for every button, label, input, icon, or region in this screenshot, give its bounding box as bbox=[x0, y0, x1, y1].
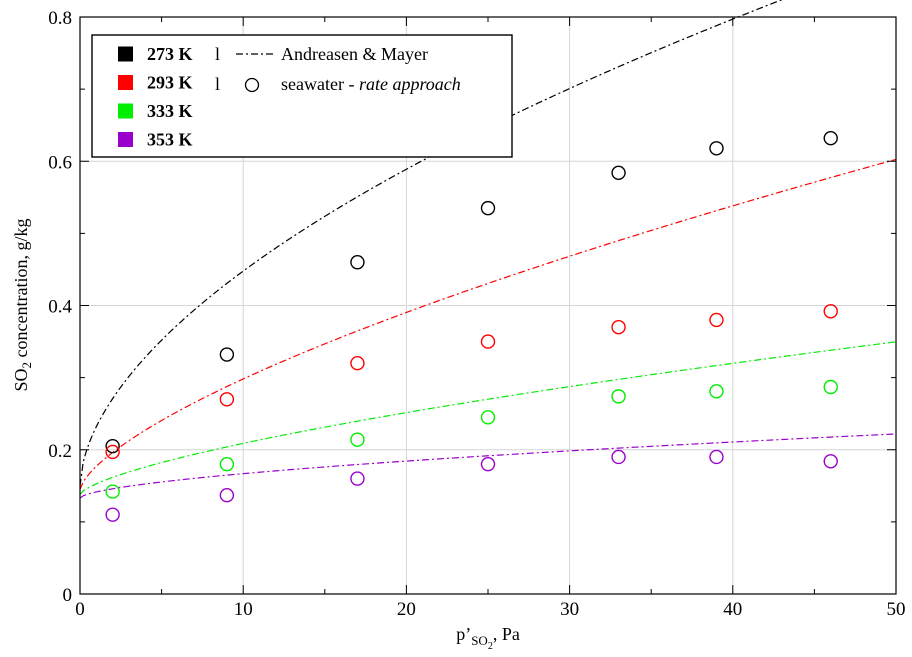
model-curve-353k bbox=[79, 433, 897, 499]
data-point-273k bbox=[709, 141, 724, 156]
data-point-353k bbox=[611, 449, 626, 465]
tick-labels: 0 10 20 30 40 50 0 0.2 0.4 0.6 0.8 bbox=[48, 8, 905, 620]
x-tick-label: 20 bbox=[397, 599, 416, 620]
data-point-273k bbox=[219, 347, 235, 362]
x-axis-title-sub: SO bbox=[471, 633, 488, 648]
x-tick-label: 40 bbox=[723, 599, 742, 620]
data-points bbox=[105, 130, 838, 522]
x-tick-label: 50 bbox=[887, 599, 906, 620]
y-tick-label: 0.8 bbox=[48, 8, 72, 29]
data-point-273k bbox=[611, 165, 626, 180]
legend-temperature-label: 293 K bbox=[147, 73, 193, 93]
x-axis-title-subsub: 2 bbox=[488, 641, 493, 652]
model-curve-273k bbox=[79, 0, 783, 486]
data-point-293k bbox=[611, 319, 626, 335]
data-point-273k bbox=[480, 200, 496, 216]
legend-swatch bbox=[118, 46, 133, 62]
data-point-353k bbox=[823, 454, 838, 469]
data-point-273k bbox=[823, 130, 838, 146]
y-axis-title-sub: 2 bbox=[19, 362, 34, 369]
data-point-333k bbox=[823, 379, 838, 395]
data-point-353k bbox=[105, 507, 120, 522]
data-point-353k bbox=[219, 487, 235, 503]
x-tick-label: 10 bbox=[234, 599, 253, 620]
model-curves bbox=[79, 0, 897, 499]
legend-temperature-label: 353 K bbox=[147, 130, 193, 150]
legend-swatch bbox=[118, 103, 133, 119]
legend-temperature-label: 333 K bbox=[147, 101, 193, 121]
data-point-333k bbox=[105, 484, 120, 499]
y-tick-label: 0.6 bbox=[48, 152, 72, 173]
y-tick-label: 0 bbox=[63, 585, 73, 606]
legend-temperature-label: 273 K bbox=[147, 44, 193, 64]
data-point-333k bbox=[611, 389, 626, 404]
data-point-293k bbox=[823, 304, 838, 319]
data-point-293k bbox=[219, 392, 235, 407]
axis-ticks bbox=[79, 16, 897, 595]
data-point-353k bbox=[709, 449, 724, 465]
x-tick-label: 0 bbox=[75, 599, 85, 620]
legend-box bbox=[91, 34, 513, 158]
data-point-293k bbox=[350, 356, 365, 371]
legend-marker-label: seawater - rate approach bbox=[281, 74, 461, 94]
y-tick-label: 0.4 bbox=[48, 297, 72, 318]
data-point-333k bbox=[219, 456, 235, 472]
legend: 273 K 293 K 333 K 353 K l l Andreasen & May… bbox=[91, 34, 513, 158]
y-tick-label: 0.2 bbox=[48, 441, 72, 462]
legend-separator-1: l bbox=[215, 44, 220, 64]
legend-swatch bbox=[118, 132, 133, 147]
data-point-353k bbox=[480, 456, 496, 472]
data-point-333k bbox=[480, 410, 496, 425]
data-point-293k bbox=[709, 312, 724, 328]
legend-line-label: Andreasen & Mayer bbox=[281, 44, 428, 64]
model-curve-293k bbox=[79, 158, 897, 490]
model-curve-333k bbox=[79, 341, 897, 495]
data-point-333k bbox=[350, 432, 365, 447]
x-axis-title: p’SO2, Pa bbox=[456, 624, 520, 652]
data-point-293k bbox=[480, 334, 496, 349]
data-point-353k bbox=[350, 471, 365, 486]
data-point-273k bbox=[105, 438, 120, 454]
data-point-293k bbox=[105, 444, 120, 460]
data-point-273k bbox=[350, 255, 365, 270]
legend-separator-2: l bbox=[215, 74, 220, 94]
x-tick-label: 30 bbox=[560, 599, 579, 620]
legend-temperatures: 273 K 293 K 333 K 353 K bbox=[118, 44, 193, 150]
data-point-333k bbox=[709, 384, 724, 399]
y-axis-title: SO2 concentration, g/kg bbox=[11, 219, 34, 392]
legend-marker-symbol bbox=[244, 77, 260, 93]
legend-swatch bbox=[118, 75, 133, 90]
